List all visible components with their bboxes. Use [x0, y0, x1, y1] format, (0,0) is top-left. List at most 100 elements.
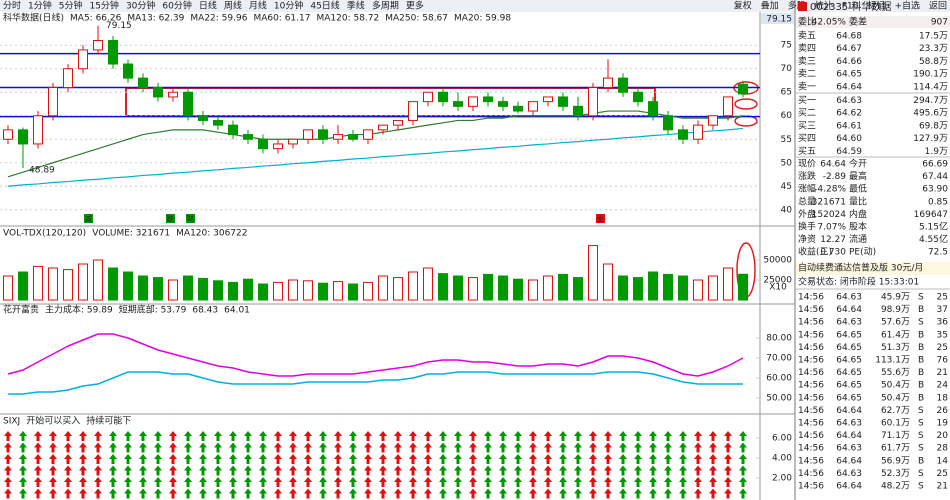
volume-bar	[273, 281, 283, 301]
period-tab[interactable]: 45日线	[310, 0, 339, 12]
tool-button[interactable]: 统计	[815, 0, 833, 12]
signal-arrow	[544, 431, 552, 441]
tool-button[interactable]: 多股	[788, 0, 806, 12]
signal-arrow	[259, 442, 267, 453]
period-tab[interactable]: 15分钟	[89, 0, 118, 12]
period-tab[interactable]: 日线	[199, 0, 217, 12]
candle-body	[708, 115, 718, 126]
signal-arrow	[724, 431, 732, 441]
signal-arrow	[634, 488, 642, 499]
signal-arrow	[409, 488, 417, 499]
signal-arrow	[514, 477, 522, 487]
signal-arrow	[499, 477, 507, 487]
signal-arrow	[514, 454, 522, 464]
event-marker: 减	[85, 214, 92, 223]
signal-arrow	[739, 477, 747, 487]
signal-arrow	[529, 465, 537, 476]
signal-arrow	[79, 431, 87, 441]
signal-arrow	[529, 431, 537, 441]
tool-button[interactable]: F10	[842, 2, 859, 12]
legend-text: MA20: 59.98	[454, 14, 511, 24]
candle-body	[18, 129, 28, 145]
candle-body	[663, 115, 673, 131]
tool-button[interactable]: 叠加	[761, 1, 779, 12]
period-tab[interactable]: 1分钟	[28, 0, 52, 12]
candle-body	[213, 119, 223, 126]
legend-text: 科华数据(日线)	[3, 12, 64, 24]
signal-arrow	[79, 454, 87, 464]
signal-arrow	[139, 431, 147, 441]
period-tab[interactable]: 分时	[3, 0, 21, 12]
signal-arrow	[334, 442, 342, 453]
trade-price: 64.64	[836, 305, 862, 315]
signal-arrow	[439, 488, 447, 499]
period-tab[interactable]: 更多	[406, 0, 424, 12]
signal-arrow	[319, 431, 327, 441]
event-marker-bg	[596, 214, 605, 223]
candle-body	[93, 40, 103, 51]
y-tick-label: 55	[781, 135, 792, 145]
signal-arrow	[559, 488, 567, 499]
period-tab[interactable]: 月线	[249, 0, 267, 12]
signal-arrow	[169, 488, 177, 499]
signal-arrow	[469, 431, 477, 441]
signal-arrow	[169, 442, 177, 453]
signal-arrow	[304, 454, 312, 464]
period-tab[interactable]: 5分钟	[59, 0, 83, 12]
signal-arrow	[544, 442, 552, 453]
signal-arrow	[739, 442, 747, 453]
trade-price: 64.63	[836, 444, 862, 454]
tool-button[interactable]: +自选	[894, 0, 920, 12]
signal-arrow	[49, 488, 57, 499]
candle-body	[123, 63, 133, 79]
signal-arrow	[64, 488, 72, 499]
period-tab[interactable]: 季线	[347, 0, 365, 12]
signal-arrow	[154, 465, 162, 476]
signal-arrow	[439, 454, 447, 464]
volume-bar	[138, 275, 148, 301]
signal-arrow	[229, 465, 237, 476]
signal-arrow	[394, 454, 402, 464]
signal-arrow	[679, 488, 687, 499]
candle-body	[3, 129, 13, 140]
signal-arrow	[199, 454, 207, 464]
y-tick-label: 75	[781, 41, 792, 51]
quote-label: 总量	[798, 195, 816, 207]
period-tab[interactable]: 10分钟	[274, 0, 303, 12]
trade-time: 14:56	[798, 293, 824, 303]
signal-arrow	[514, 431, 522, 441]
signal-arrow	[619, 465, 627, 476]
signal-arrow	[169, 477, 177, 487]
volume-bar	[438, 273, 448, 301]
signal-arrow	[529, 488, 537, 499]
period-tab[interactable]: 周线	[224, 0, 242, 12]
signal-arrow	[664, 431, 672, 441]
trade-side: S	[918, 318, 924, 328]
signal-arrow	[424, 465, 432, 476]
tool-button[interactable]: 复权	[734, 0, 752, 12]
period-tab[interactable]: 多周期	[372, 0, 399, 12]
legend-text: 短期底部: 53.79	[119, 304, 187, 316]
ma-line	[7, 127, 744, 187]
signal-arrow	[94, 454, 102, 464]
signal-arrow	[454, 431, 462, 441]
signal-arrow	[544, 465, 552, 476]
signal-arrow	[229, 454, 237, 464]
period-tab[interactable]: 30分钟	[126, 0, 155, 12]
signal-arrow	[724, 477, 732, 487]
signal-arrow	[589, 465, 597, 476]
period-tab[interactable]: 60分钟	[162, 0, 191, 12]
volume-bar	[198, 277, 208, 301]
signal-arrow	[349, 442, 357, 453]
signal-arrow	[49, 477, 57, 487]
trade-count: 37	[937, 305, 948, 315]
signal-arrow	[604, 477, 612, 487]
signal-arrow	[79, 442, 87, 453]
signal-arrow	[559, 477, 567, 487]
signal-arrow	[139, 454, 147, 464]
tool-button[interactable]: 返回	[929, 0, 947, 12]
tool-button[interactable]: 标记	[867, 0, 885, 12]
trade-time: 14:56	[798, 419, 824, 429]
volume-bar	[3, 275, 13, 301]
signal-arrow	[139, 442, 147, 453]
